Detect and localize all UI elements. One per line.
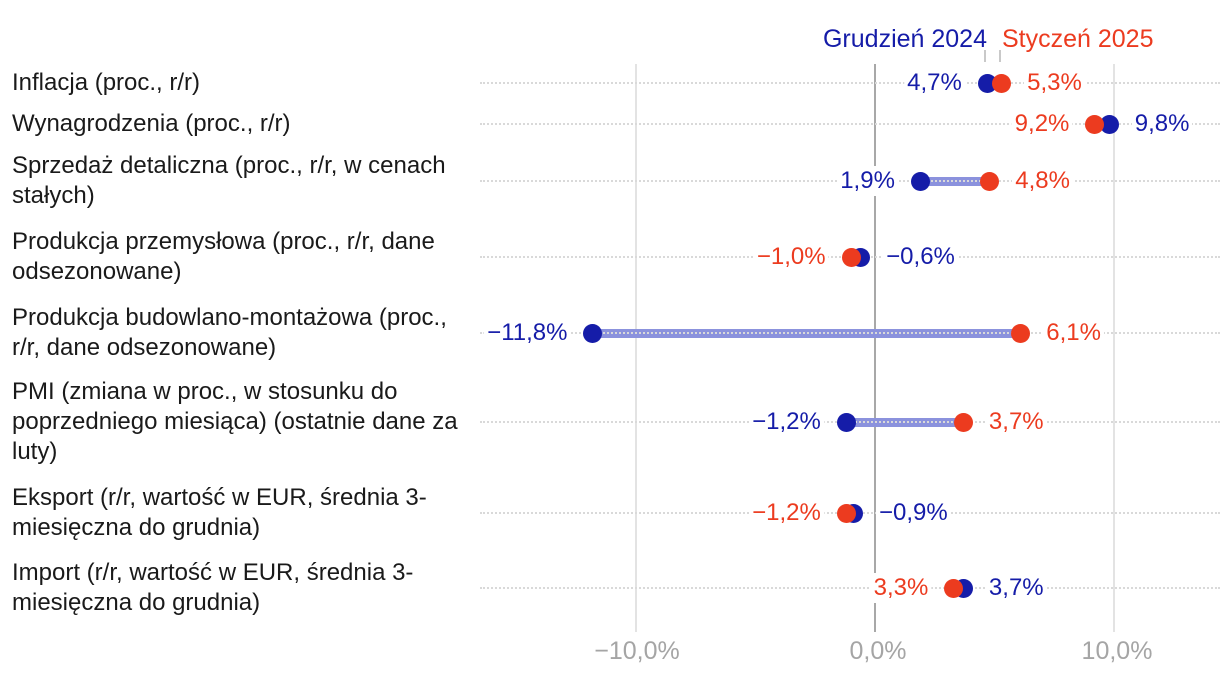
x-axis-tick-label: 10,0% [1081,637,1153,665]
x-axis-tick-label: −10,0% [594,637,680,665]
dot-styczen-2025[interactable] [836,503,856,523]
value-label: 6,1% [1043,318,1104,348]
value-label: 1,9% [837,166,898,196]
category-label: Sprzedaż detaliczna (proc., r/r, w cenac… [12,152,446,209]
category-label: Import (r/r, wartość w EUR, średnia 3-mi… [12,559,414,616]
row-dotted-gridline [480,123,1220,125]
value-label: 4,7% [904,68,965,98]
legend-leader-tick [999,50,1001,62]
dot-styczen-2025[interactable] [1011,323,1031,343]
x-axis-tick-label: 0,0% [849,637,907,665]
row-dotted-gridline [480,82,1220,84]
dot-styczen-2025[interactable] [980,171,1000,191]
dot-grudzien-2024[interactable] [1099,114,1119,134]
category-label: PMI (zmiana w proc., w stosunku do poprz… [12,378,458,465]
gridline-zero [874,64,876,632]
value-label: 9,2% [1011,109,1073,139]
value-label: −1,0% [753,242,829,272]
legend-leader-tick [984,50,986,62]
value-label: −1,2% [749,407,824,437]
value-label: −0,6% [883,242,958,272]
gridline-minus-10 [635,64,637,632]
value-label: −1,2% [749,498,824,528]
row-dotted-gridline [480,332,1220,334]
value-label: 9,8% [1131,109,1193,139]
value-label: −0,9% [875,498,951,528]
row-dotted-gridline [480,587,1220,589]
category-label: Inflacja (proc., r/r) [12,69,201,96]
value-label: 4,8% [1012,166,1073,196]
dot-grudzien-2024[interactable] [977,73,997,93]
legend-label-grudzien-2024: Grudzień 2024 [822,25,987,53]
dot-grudzien-2024[interactable] [583,323,603,343]
dot-styczen-2025[interactable] [841,247,861,267]
category-label: Produkcja przemysłowa (proc., r/r, dane … [12,228,435,285]
category-label: Eksport (r/r, wartość w EUR, średnia 3-m… [12,484,427,541]
gridline-plus-10 [1113,64,1115,632]
dot-grudzien-2024[interactable] [910,171,930,191]
value-label: −11,8% [484,318,571,348]
value-label: 3,7% [985,573,1047,603]
value-label: 5,3% [1024,68,1085,98]
dot-styczen-2025[interactable] [944,578,964,598]
value-label: 3,7% [985,407,1047,437]
dot-styczen-2025[interactable] [1085,114,1105,134]
dot-grudzien-2024[interactable] [836,412,856,432]
category-label: Wynagrodzenia (proc., r/r) [12,110,291,137]
category-label: Produkcja budowlano-montażowa (proc., r/… [12,304,447,361]
legend-label-styczen-2025: Styczeń 2025 [1002,25,1154,53]
dot-styczen-2025[interactable] [953,412,973,432]
dot-styczen-2025[interactable] [992,73,1012,93]
value-label: 3,3% [870,573,932,603]
